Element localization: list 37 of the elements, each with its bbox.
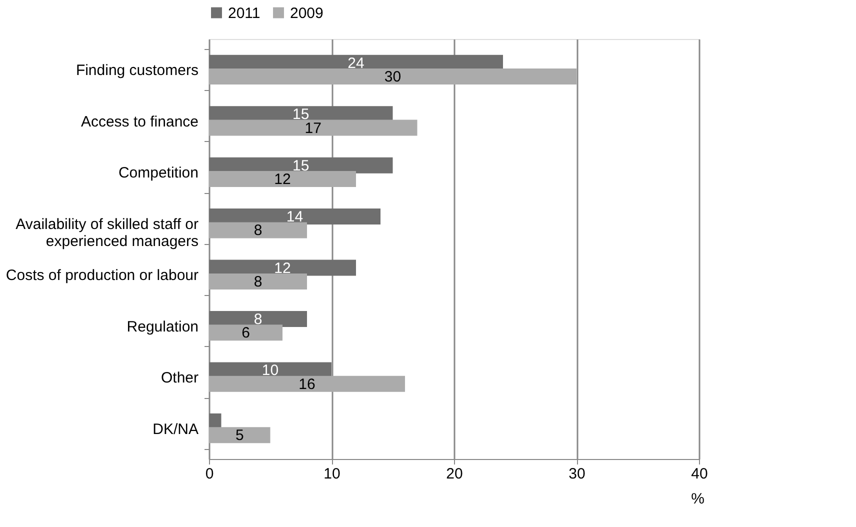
bar xyxy=(209,68,576,85)
data-label: 30 xyxy=(384,68,402,86)
data-label: 8 xyxy=(254,222,262,240)
x-tick-label: 30 xyxy=(568,466,586,482)
data-label: 8 xyxy=(254,311,262,328)
data-label: 16 xyxy=(298,376,316,393)
x-tick-label: 20 xyxy=(446,466,463,482)
y-tick-label: DK/NA xyxy=(152,420,198,438)
legend-label: 2011 xyxy=(228,4,260,22)
x-tick-label: 10 xyxy=(324,466,340,482)
x-axis-title: % xyxy=(691,490,704,508)
legend-label: 2009 xyxy=(290,4,324,22)
y-tick-label: Availability of skilled staff or experienced managers xyxy=(16,216,198,250)
y-tick-label: Access to finance xyxy=(80,113,198,130)
y-tick-label: Competition xyxy=(118,164,198,182)
data-label: 12 xyxy=(274,171,291,188)
data-label: 14 xyxy=(286,208,304,226)
y-tick-label: Other xyxy=(160,370,199,387)
y-tick-label: Regulation xyxy=(126,318,198,336)
x-tick-label: 0 xyxy=(205,466,214,482)
bar xyxy=(209,273,307,290)
bar xyxy=(209,171,356,187)
bar xyxy=(209,120,418,136)
data-label: 12 xyxy=(274,260,291,277)
bar xyxy=(209,222,307,238)
data-label: 5 xyxy=(235,427,244,444)
x-tick-label: 40 xyxy=(691,466,708,482)
y-tick-label: Costs of production or labour xyxy=(6,267,198,284)
bar xyxy=(209,324,282,341)
data-label: 15 xyxy=(292,157,310,174)
data-label: 10 xyxy=(262,362,279,380)
y-tick-label: Finding customers xyxy=(76,62,198,80)
data-label: 8 xyxy=(254,273,262,290)
data-label: 24 xyxy=(348,54,364,72)
bar xyxy=(209,427,270,444)
bar xyxy=(209,376,405,392)
data-label: 6 xyxy=(242,324,250,342)
